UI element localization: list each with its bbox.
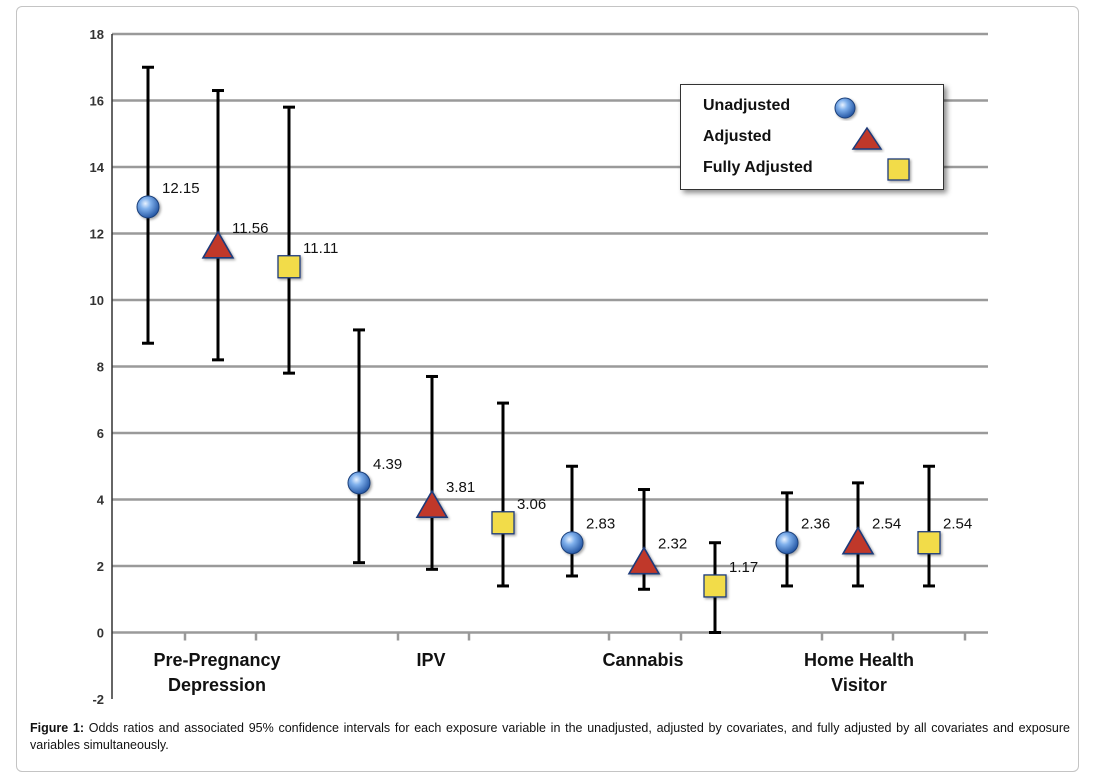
data-labels: 12.15 4.39 2.83 2.36 11.56 3.81 2.32 2.54 11.11 3… [162,180,972,576]
data-label: 2.54 [872,516,901,533]
category-label: Cannabis [602,650,683,670]
data-label: 2.83 [586,516,615,533]
marker-unadjusted [560,531,584,555]
y-tick-label: 14 [90,160,105,175]
data-label: 3.06 [517,496,546,513]
category-label: Depression [168,675,266,695]
marker-unadjusted [136,195,160,219]
markers [136,195,941,598]
marker-adjusted [627,546,661,575]
gridlines [112,32,988,634]
legend-label-unadjusted: Unadjusted [703,97,791,114]
category-label: Pre-Pregnancy [153,650,280,670]
legend-square-icon [887,158,910,181]
marker-adjusted [841,526,875,555]
y-tick-label: 4 [97,493,105,508]
y-tick-label: 0 [97,626,104,641]
legend-label-fully-adjusted: Fully Adjusted [703,159,813,176]
marker-fully-adjusted [703,574,727,598]
data-label: 3.81 [446,479,475,496]
marker-adjusted [415,489,449,518]
category-label: Home Health [804,650,914,670]
marker-fully-adjusted [277,255,301,279]
legend-circle-icon [834,97,856,119]
category-label: Visitor [831,675,887,695]
legend-triangle-icon [851,126,883,150]
y-tick-label: 16 [90,94,104,109]
figure-caption: Figure 1: Odds ratios and associated 95%… [30,720,1070,754]
y-tick-label: 12 [90,227,104,242]
category-label: IPV [416,650,445,670]
data-label: 11.11 [303,240,338,257]
caption-text: Odds ratios and associated 95% confidenc… [30,721,1070,752]
data-label: 2.54 [943,516,972,533]
marker-adjusted [201,230,235,259]
y-tick-label: 6 [97,426,104,441]
data-label: 11.56 [232,220,268,237]
chart-legend: Unadjusted Adjusted Fully Adjusted [680,84,944,190]
data-label: 1.17 [729,559,758,576]
legend-label-adjusted: Adjusted [703,128,772,145]
data-label: 4.39 [373,456,402,473]
marker-unadjusted [347,471,371,495]
marker-unadjusted [775,531,799,555]
y-tick-label: 8 [97,360,104,375]
data-label: 2.32 [658,536,687,553]
marker-fully-adjusted [491,511,515,535]
y-tick-label: 18 [90,27,104,42]
marker-fully-adjusted [917,531,941,555]
axes: -2 0 2 4 6 8 10 12 14 16 18 Pre-Pregnancy Depression… [90,27,967,707]
caption-prefix: Figure 1: [30,721,85,735]
y-tick-label: 10 [90,293,104,308]
data-label: 12.15 [162,180,200,197]
y-tick-label: -2 [92,692,104,707]
y-tick-label: 2 [97,559,104,574]
data-label: 2.36 [801,516,830,533]
